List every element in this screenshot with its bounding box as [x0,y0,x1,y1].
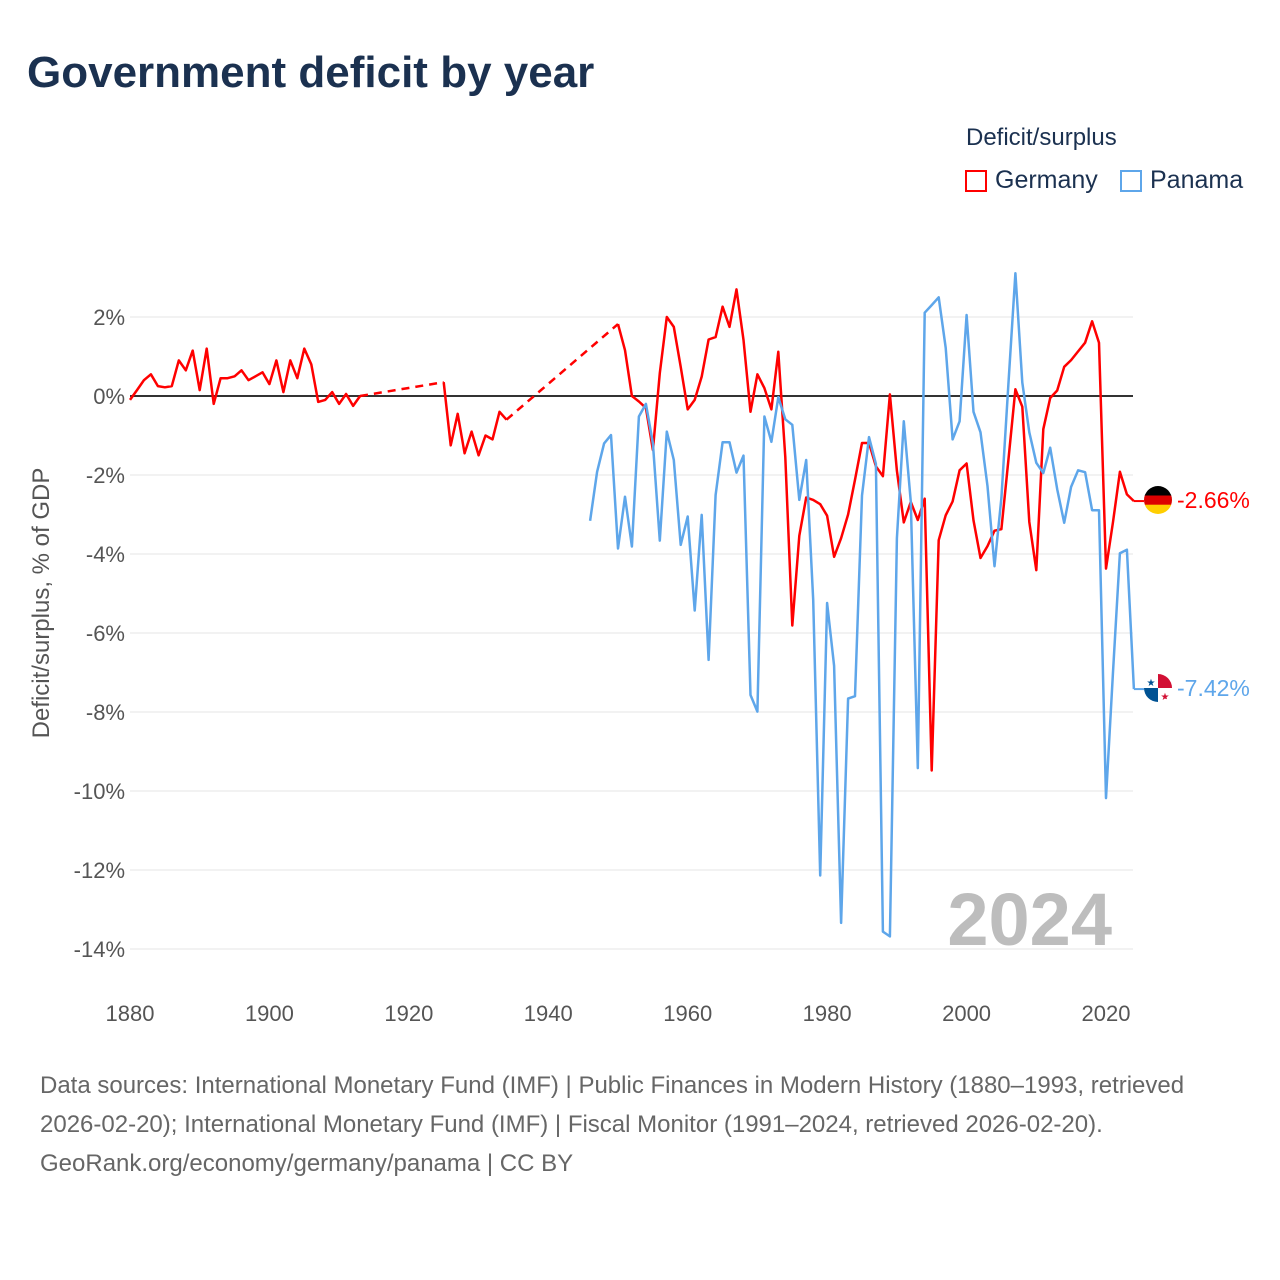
y-tick-label: -14% [74,937,125,962]
y-tick-label: -6% [86,621,125,646]
y-tick-label: -10% [74,779,125,804]
germany-series-line[interactable] [128,347,362,408]
legend-label-panama: Panama [1150,166,1244,194]
germany-end-value: -2.66% [1177,487,1250,513]
x-tick-label: 2000 [942,1001,991,1026]
current-year-watermark: 2024 [947,878,1112,961]
x-tick-label: 1900 [245,1001,294,1026]
page-title: Government deficit by year [27,48,595,97]
y-tick-label: -8% [86,700,125,725]
legend-title: Deficit/surplus [966,124,1117,151]
legend-item-germany[interactable]: Germany [965,166,1098,195]
legend-swatch-panama [1120,169,1142,192]
y-tick-label: -4% [86,542,125,567]
panama-end-value: -7.42% [1177,675,1250,701]
x-tick-label: 1920 [384,1001,433,1026]
panama-flag-icon: ★ ★ [1144,674,1172,703]
data-sources: Data sources: International Monetary Fun… [40,1072,1185,1138]
x-tick-label: 1940 [524,1001,573,1026]
x-tick-label: 1980 [803,1001,852,1026]
credit-link[interactable]: GeoRank.org/economy/germany/panama | CC … [40,1150,574,1177]
legend-swatch-germany [965,169,987,192]
legend-label-germany: Germany [995,166,1098,194]
x-tick-label: 1960 [663,1001,712,1026]
germany-series-line[interactable] [442,382,508,457]
x-tick-label: 2020 [1082,1001,1131,1026]
svg-text:★: ★ [1161,692,1170,703]
legend-item-panama[interactable]: Panama [1120,166,1243,195]
germany-gap-line [505,323,619,421]
y-tick-label: 0% [93,384,125,409]
y-tick-label: -2% [86,463,125,488]
y-tick-label: 2% [93,305,125,330]
x-tick-label: 1880 [106,1001,155,1026]
footer: Data sources: International Monetary Fun… [40,1066,1240,1183]
y-tick-label: -12% [74,858,125,883]
panama-series-line[interactable] [588,271,1136,938]
germany-flag-icon [1144,486,1172,514]
germany-gap-line [359,380,444,398]
svg-text:★: ★ [1147,678,1156,689]
